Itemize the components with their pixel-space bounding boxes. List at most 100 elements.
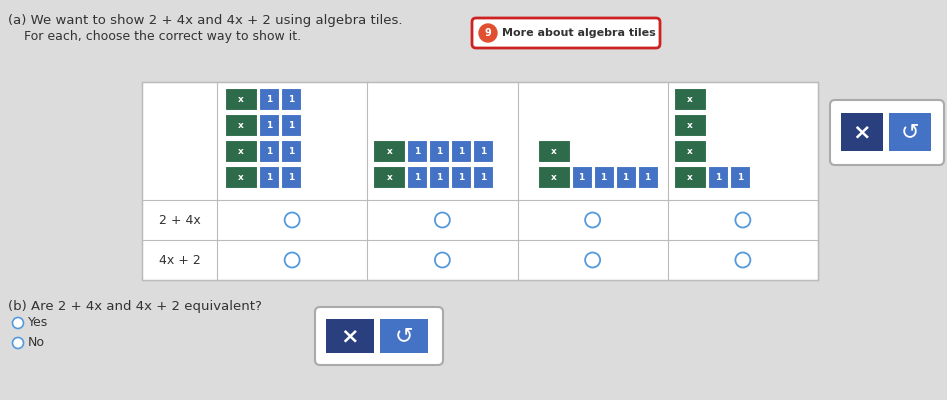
Text: ×: × xyxy=(341,326,359,346)
Text: 1: 1 xyxy=(715,172,721,182)
FancyBboxPatch shape xyxy=(225,114,257,136)
Circle shape xyxy=(736,252,750,268)
Text: ×: × xyxy=(852,122,871,142)
FancyBboxPatch shape xyxy=(142,82,818,280)
Text: 1: 1 xyxy=(288,146,295,156)
FancyBboxPatch shape xyxy=(326,319,374,353)
FancyBboxPatch shape xyxy=(225,166,257,188)
FancyBboxPatch shape xyxy=(637,166,657,188)
Text: (b) Are 2 + 4x and 4x + 2 equivalent?: (b) Are 2 + 4x and 4x + 2 equivalent? xyxy=(8,300,262,313)
FancyBboxPatch shape xyxy=(594,166,614,188)
Text: 1: 1 xyxy=(644,172,651,182)
FancyBboxPatch shape xyxy=(281,88,301,110)
Text: 1: 1 xyxy=(480,146,487,156)
FancyBboxPatch shape xyxy=(673,166,706,188)
FancyBboxPatch shape xyxy=(407,166,427,188)
Text: x: x xyxy=(386,172,392,182)
FancyBboxPatch shape xyxy=(259,88,279,110)
Text: 1: 1 xyxy=(437,172,442,182)
FancyBboxPatch shape xyxy=(225,88,257,110)
FancyBboxPatch shape xyxy=(259,166,279,188)
Text: x: x xyxy=(687,94,692,104)
FancyBboxPatch shape xyxy=(429,140,449,162)
FancyBboxPatch shape xyxy=(259,140,279,162)
Text: x: x xyxy=(687,146,692,156)
Text: 2 + 4x: 2 + 4x xyxy=(159,214,201,226)
Circle shape xyxy=(285,212,299,228)
Text: x: x xyxy=(238,94,244,104)
Circle shape xyxy=(12,338,24,348)
Text: 1: 1 xyxy=(266,94,272,104)
FancyBboxPatch shape xyxy=(472,18,660,48)
Text: 1: 1 xyxy=(414,146,420,156)
Text: (a) We want to show 2 + 4x and 4x + 2 using algebra tiles.: (a) We want to show 2 + 4x and 4x + 2 us… xyxy=(8,14,402,27)
FancyBboxPatch shape xyxy=(281,140,301,162)
FancyBboxPatch shape xyxy=(315,307,443,365)
Text: 9: 9 xyxy=(485,28,491,38)
Text: x: x xyxy=(550,172,557,182)
FancyBboxPatch shape xyxy=(889,113,931,151)
Circle shape xyxy=(585,212,600,228)
FancyBboxPatch shape xyxy=(380,319,428,353)
FancyBboxPatch shape xyxy=(407,140,427,162)
Text: 1: 1 xyxy=(622,172,629,182)
Text: For each, choose the correct way to show it.: For each, choose the correct way to show… xyxy=(8,30,301,43)
Text: 1: 1 xyxy=(480,172,487,182)
FancyBboxPatch shape xyxy=(452,166,472,188)
Text: 1: 1 xyxy=(288,94,295,104)
Text: 1: 1 xyxy=(288,120,295,130)
Text: 1: 1 xyxy=(600,172,607,182)
Circle shape xyxy=(736,212,750,228)
Text: x: x xyxy=(386,146,392,156)
Text: x: x xyxy=(238,120,244,130)
Circle shape xyxy=(585,252,600,268)
FancyBboxPatch shape xyxy=(373,140,405,162)
Text: x: x xyxy=(687,172,692,182)
Circle shape xyxy=(479,24,497,42)
Text: 1: 1 xyxy=(288,172,295,182)
Text: 1: 1 xyxy=(414,172,420,182)
FancyBboxPatch shape xyxy=(429,166,449,188)
Text: x: x xyxy=(687,120,692,130)
FancyBboxPatch shape xyxy=(259,114,279,136)
FancyBboxPatch shape xyxy=(373,166,405,188)
FancyBboxPatch shape xyxy=(474,166,493,188)
Text: 1: 1 xyxy=(437,146,442,156)
Text: 4x + 2: 4x + 2 xyxy=(159,254,201,266)
Circle shape xyxy=(435,212,450,228)
FancyBboxPatch shape xyxy=(571,166,592,188)
FancyBboxPatch shape xyxy=(730,166,750,188)
Circle shape xyxy=(285,252,299,268)
FancyBboxPatch shape xyxy=(673,140,706,162)
Text: x: x xyxy=(550,146,557,156)
FancyBboxPatch shape xyxy=(673,114,706,136)
FancyBboxPatch shape xyxy=(673,88,706,110)
Text: No: No xyxy=(28,336,45,350)
Text: 1: 1 xyxy=(458,172,464,182)
Text: 1: 1 xyxy=(266,146,272,156)
Circle shape xyxy=(12,318,24,328)
Text: ↺: ↺ xyxy=(901,122,920,142)
FancyBboxPatch shape xyxy=(830,100,944,165)
Text: More about algebra tiles: More about algebra tiles xyxy=(502,28,655,38)
FancyBboxPatch shape xyxy=(538,140,569,162)
Text: 1: 1 xyxy=(458,146,464,156)
FancyBboxPatch shape xyxy=(707,166,727,188)
Text: ↺: ↺ xyxy=(395,326,413,346)
FancyBboxPatch shape xyxy=(616,166,635,188)
Text: 1: 1 xyxy=(266,172,272,182)
FancyBboxPatch shape xyxy=(538,166,569,188)
FancyBboxPatch shape xyxy=(452,140,472,162)
Circle shape xyxy=(435,252,450,268)
FancyBboxPatch shape xyxy=(281,166,301,188)
Text: x: x xyxy=(238,172,244,182)
Text: 1: 1 xyxy=(737,172,742,182)
FancyBboxPatch shape xyxy=(225,140,257,162)
FancyBboxPatch shape xyxy=(474,140,493,162)
FancyBboxPatch shape xyxy=(281,114,301,136)
Text: 1: 1 xyxy=(266,120,272,130)
Text: 1: 1 xyxy=(579,172,584,182)
Text: Yes: Yes xyxy=(28,316,48,330)
FancyBboxPatch shape xyxy=(841,113,883,151)
Text: x: x xyxy=(238,146,244,156)
